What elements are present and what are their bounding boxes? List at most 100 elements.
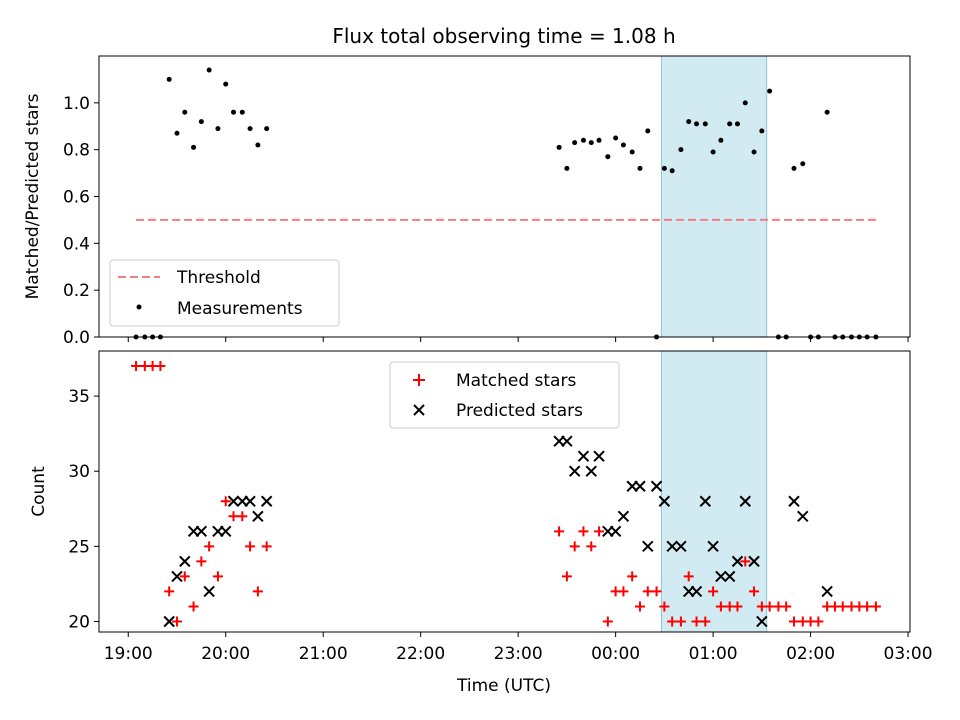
x-axis-label: Time (UTC) bbox=[456, 676, 551, 696]
matched-star-point bbox=[131, 361, 142, 372]
x-tick-label: 00:00 bbox=[591, 644, 640, 664]
measurement-point bbox=[239, 109, 245, 115]
predicted-star-point bbox=[577, 450, 590, 462]
matched-star-point bbox=[870, 601, 881, 612]
predicted-star-point bbox=[690, 585, 703, 598]
predicted-star-point bbox=[748, 555, 760, 568]
y-tick-label: 0.2 bbox=[63, 281, 90, 301]
matched-star-point bbox=[764, 601, 775, 612]
predicted-star-point bbox=[797, 510, 809, 523]
top-legend: Threshold Measurements bbox=[109, 259, 340, 327]
matched-star-point bbox=[667, 616, 678, 627]
matched-star-point bbox=[837, 601, 848, 612]
matched-star-point bbox=[212, 571, 223, 582]
matched-star-point bbox=[700, 616, 711, 627]
measurement-point bbox=[791, 165, 797, 171]
matched-star-point bbox=[196, 556, 207, 567]
predicted-star-point bbox=[227, 495, 240, 507]
measurement-point bbox=[727, 121, 733, 127]
top-legend-box bbox=[109, 259, 340, 327]
predicted-star-point bbox=[171, 570, 183, 583]
predicted-star-point bbox=[634, 480, 646, 492]
bottom-panel: 20 25 30 35 19:00 20:00 21:00 22:00 23:00 00:00 0… bbox=[29, 350, 933, 696]
predicted-star-point bbox=[788, 495, 800, 507]
matched-star-point bbox=[740, 556, 751, 567]
measurement-point bbox=[166, 76, 172, 82]
measurement-point bbox=[191, 144, 197, 150]
measurement-point bbox=[678, 147, 684, 153]
measurement-point bbox=[206, 67, 212, 73]
y-tick-label: 0.8 bbox=[63, 141, 90, 161]
matched-star-point bbox=[627, 571, 638, 582]
matched-star-point bbox=[813, 616, 824, 627]
matched-star-point bbox=[749, 586, 760, 597]
matched-star-point bbox=[708, 586, 719, 597]
x-tick-label: 01:00 bbox=[689, 644, 738, 664]
predicted-star-point bbox=[609, 525, 622, 538]
measurement-point bbox=[661, 165, 667, 171]
measurement-point bbox=[247, 126, 253, 132]
x-tick-label: 19:00 bbox=[104, 644, 153, 664]
predicted-star-point bbox=[723, 570, 736, 583]
measurement-point bbox=[620, 142, 626, 148]
predicted-star-point bbox=[593, 450, 605, 462]
measurement-point bbox=[572, 140, 578, 146]
matched-star-point bbox=[602, 616, 613, 627]
y-tick-label: 30 bbox=[68, 462, 90, 482]
measurement-point bbox=[800, 161, 806, 167]
predicted-star-point bbox=[650, 480, 663, 492]
bottom-y-axis-ticks: 20 25 30 35 bbox=[68, 387, 99, 632]
matched-stars-points bbox=[131, 361, 881, 627]
measurement-point bbox=[556, 144, 562, 150]
matched-star-point bbox=[220, 496, 231, 507]
y-tick-label: 20 bbox=[68, 612, 90, 632]
matched-star-point bbox=[659, 601, 670, 612]
x-tick-label: 22:00 bbox=[396, 644, 445, 664]
top-y-axis-label: Matched/Predicted stars bbox=[23, 93, 43, 299]
predicted-star-point bbox=[821, 585, 833, 598]
legend-matched-label: Matched stars bbox=[456, 371, 576, 391]
top-panel: 0.0 0.2 0.4 0.6 0.8 1.0 Matched/Predicted sta… bbox=[23, 55, 911, 348]
predicted-star-point bbox=[658, 495, 671, 507]
y-tick-label: 0.0 bbox=[63, 328, 90, 348]
legend-predicted-swatch bbox=[413, 404, 425, 416]
measurement-point bbox=[198, 119, 204, 125]
matched-star-point bbox=[155, 361, 166, 372]
matched-star-point bbox=[171, 616, 182, 627]
matched-star-point bbox=[594, 526, 605, 537]
predicted-star-point bbox=[731, 555, 744, 568]
measurement-point bbox=[751, 149, 757, 155]
measurement-point bbox=[613, 135, 619, 141]
measurement-point bbox=[215, 126, 221, 132]
measurement-point bbox=[580, 137, 586, 143]
legend-measurement-label: Measurements bbox=[177, 299, 303, 319]
observing-window-shade-top bbox=[660, 55, 768, 338]
x-tick-label: 02:00 bbox=[786, 644, 835, 664]
predicted-star-point bbox=[642, 540, 654, 553]
matched-star-point bbox=[634, 601, 645, 612]
measurement-point bbox=[759, 128, 765, 134]
predicted-star-point bbox=[756, 615, 768, 628]
matched-star-point bbox=[675, 616, 686, 627]
predicted-star-point bbox=[244, 495, 256, 507]
measurement-point bbox=[767, 88, 773, 94]
matched-star-point bbox=[252, 586, 263, 597]
matched-star-point bbox=[561, 571, 572, 582]
measurement-point bbox=[637, 165, 643, 171]
matched-star-point bbox=[228, 511, 239, 522]
predicted-star-point bbox=[699, 495, 712, 507]
predicted-star-point bbox=[163, 615, 175, 628]
matched-star-point bbox=[789, 616, 800, 627]
matched-star-point bbox=[683, 571, 694, 582]
measurement-point bbox=[669, 168, 675, 174]
x-tick-label: 23:00 bbox=[494, 644, 543, 664]
matched-star-point bbox=[237, 511, 248, 522]
measurement-point bbox=[702, 121, 708, 127]
matched-star-point bbox=[188, 601, 199, 612]
bottom-legend-box bbox=[389, 361, 620, 429]
bottom-y-axis-label: Count bbox=[29, 466, 49, 517]
matched-star-point bbox=[781, 601, 792, 612]
top-x-axis-ticks bbox=[127, 337, 909, 342]
chart-title: Flux total observing time = 1.08 h bbox=[332, 24, 675, 48]
